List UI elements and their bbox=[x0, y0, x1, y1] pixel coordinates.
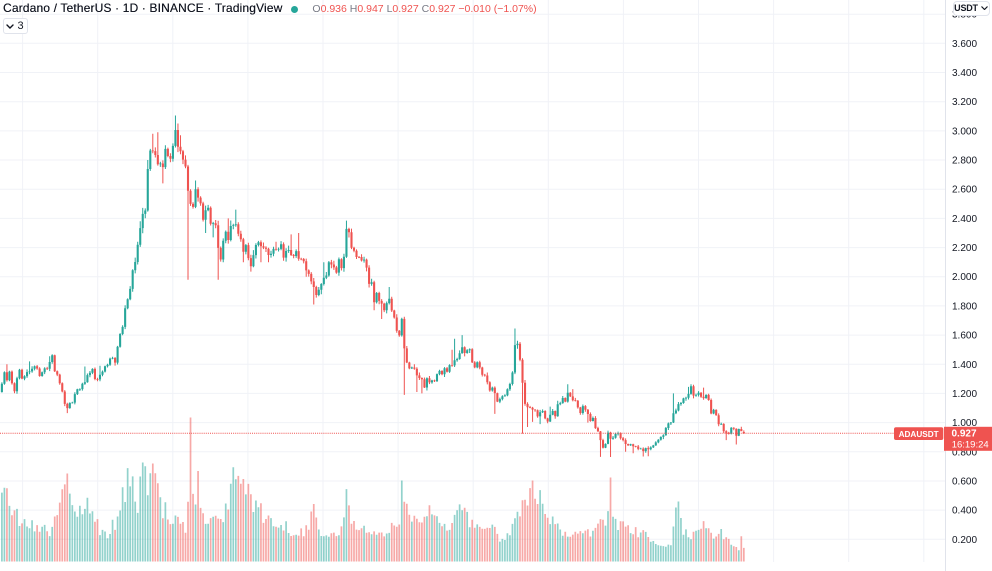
svg-text:1.600: 1.600 bbox=[952, 331, 977, 342]
svg-text:16:19:24: 16:19:24 bbox=[952, 439, 989, 450]
svg-text:3.000: 3.000 bbox=[952, 126, 977, 137]
svg-text:0.600: 0.600 bbox=[952, 477, 977, 488]
svg-text:ADAUSDT: ADAUSDT bbox=[899, 430, 939, 439]
svg-text:1.000: 1.000 bbox=[952, 418, 977, 429]
svg-text:1.400: 1.400 bbox=[952, 360, 977, 371]
svg-text:2.600: 2.600 bbox=[952, 185, 977, 196]
svg-text:3.400: 3.400 bbox=[952, 68, 977, 79]
svg-text:2.400: 2.400 bbox=[952, 214, 977, 225]
svg-text:1.800: 1.800 bbox=[952, 301, 977, 312]
svg-text:2.200: 2.200 bbox=[952, 243, 977, 254]
svg-text:0.200: 0.200 bbox=[952, 535, 977, 546]
svg-text:3.600: 3.600 bbox=[952, 39, 977, 50]
svg-text:0.927: 0.927 bbox=[952, 429, 977, 440]
svg-text:2.800: 2.800 bbox=[952, 156, 977, 167]
svg-text:1.200: 1.200 bbox=[952, 389, 977, 400]
svg-text:0.400: 0.400 bbox=[952, 506, 977, 517]
svg-text:2.000: 2.000 bbox=[952, 272, 977, 283]
svg-text:3.200: 3.200 bbox=[952, 97, 977, 108]
svg-text:0.800: 0.800 bbox=[952, 447, 977, 458]
